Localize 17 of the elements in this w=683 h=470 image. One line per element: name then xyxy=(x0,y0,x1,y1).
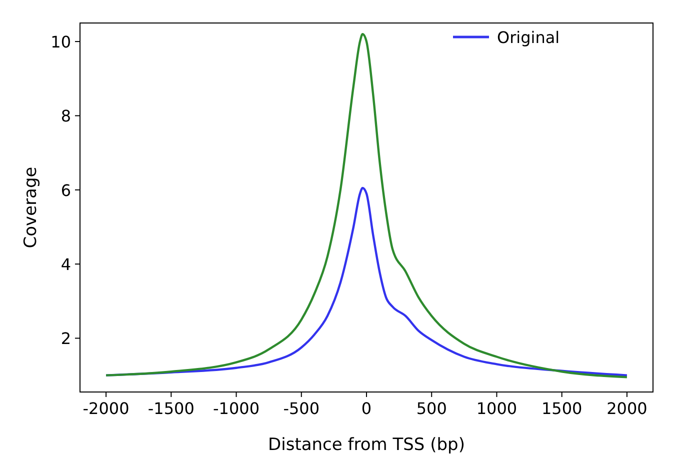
x-axis-title: Distance from TSS (bp) xyxy=(268,435,465,455)
y-axis-title: Coverage xyxy=(21,166,41,248)
x-tick-label: -1500 xyxy=(148,399,194,418)
legend-label: Original xyxy=(497,28,560,47)
x-tick-label: 2000 xyxy=(606,399,648,418)
x-tick-label: 1000 xyxy=(476,399,518,418)
x-tick-label: -1000 xyxy=(213,399,260,418)
y-tick-label: 8 xyxy=(60,106,71,126)
x-tick-label: -500 xyxy=(283,399,320,418)
x-tick-label: 500 xyxy=(416,399,447,418)
x-tick-label: 1500 xyxy=(541,399,582,418)
y-tick-label: 6 xyxy=(60,180,71,200)
x-tick-label: -2000 xyxy=(82,399,130,418)
y-tick-label: 10 xyxy=(50,32,71,52)
y-tick-label: 4 xyxy=(60,255,71,274)
y-tick-label: 2 xyxy=(60,329,71,348)
x-tick-label: 0 xyxy=(361,399,372,418)
